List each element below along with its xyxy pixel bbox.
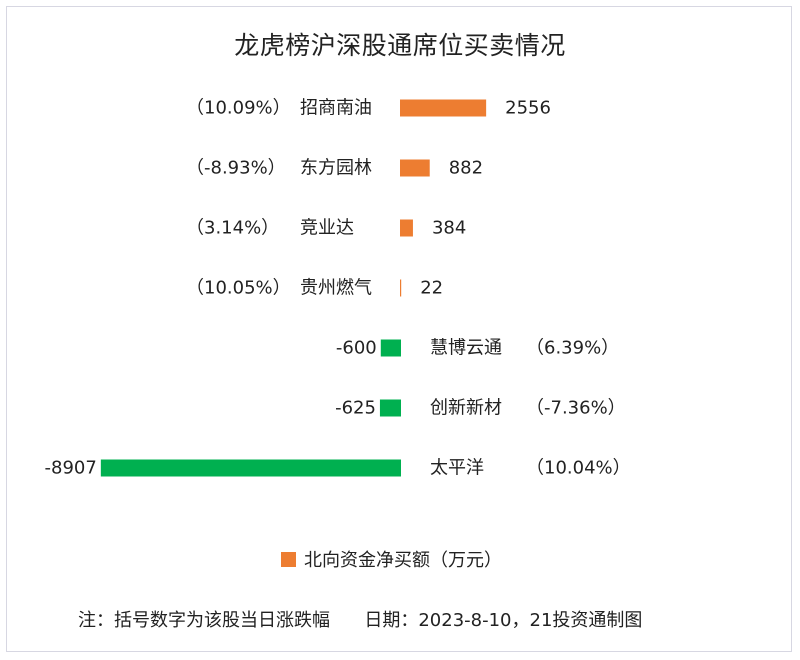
bar-慧博云通 bbox=[380, 339, 401, 357]
bar-招商南油 bbox=[400, 99, 487, 117]
data-label: -625 bbox=[335, 398, 376, 419]
category-label: 贵州燃气 bbox=[300, 278, 372, 299]
bar-贵州燃气 bbox=[400, 279, 402, 297]
change-label: （10.09%） bbox=[186, 98, 291, 119]
chart-title: 龙虎榜沪深股通席位买卖情况 bbox=[234, 31, 566, 60]
legend-label: 北向资金净买额（万元） bbox=[304, 550, 502, 571]
change-label: （-8.93%） bbox=[186, 158, 286, 179]
footer-date: 日期：2023-8-10，21投资通制图 bbox=[364, 610, 643, 631]
legend-swatch bbox=[281, 551, 296, 567]
change-label: （10.04%） bbox=[526, 458, 631, 479]
data-label: -600 bbox=[336, 338, 377, 359]
data-label: 2556 bbox=[505, 98, 551, 119]
category-label: 太平洋 bbox=[430, 458, 484, 479]
change-label: （6.39%） bbox=[526, 338, 619, 359]
data-label: 22 bbox=[420, 278, 443, 299]
bar-创新新材 bbox=[379, 399, 401, 417]
bar-chart: 2556 招商南油 （10.09%） 882 东方园林 （-8.93%） 384 竞业达 （3.… bbox=[45, 98, 631, 479]
chart-frame bbox=[6, 6, 792, 652]
bar-竞业达 bbox=[400, 219, 413, 237]
legend: 北向资金净买额（万元） bbox=[281, 546, 502, 572]
footer-note: 注：括号数字为该股当日涨跌幅 bbox=[78, 610, 330, 631]
change-label: （3.14%） bbox=[186, 218, 279, 239]
category-label: 创新新材 bbox=[430, 398, 502, 419]
change-label: （-7.36%） bbox=[526, 398, 626, 419]
change-label: （10.05%） bbox=[186, 278, 291, 299]
bar-东方园林 bbox=[400, 159, 430, 177]
category-label: 招商南油 bbox=[300, 98, 372, 119]
data-label: 384 bbox=[432, 218, 466, 239]
category-label: 慧博云通 bbox=[430, 338, 502, 359]
category-label: 竞业达 bbox=[300, 218, 354, 239]
bar-太平洋 bbox=[100, 459, 401, 477]
data-label: 882 bbox=[449, 158, 483, 179]
footer: 注：括号数字为该股当日涨跌幅 日期：2023-8-10，21投资通制图 bbox=[78, 606, 642, 632]
data-label: -8907 bbox=[45, 458, 97, 479]
category-label: 东方园林 bbox=[300, 158, 372, 179]
